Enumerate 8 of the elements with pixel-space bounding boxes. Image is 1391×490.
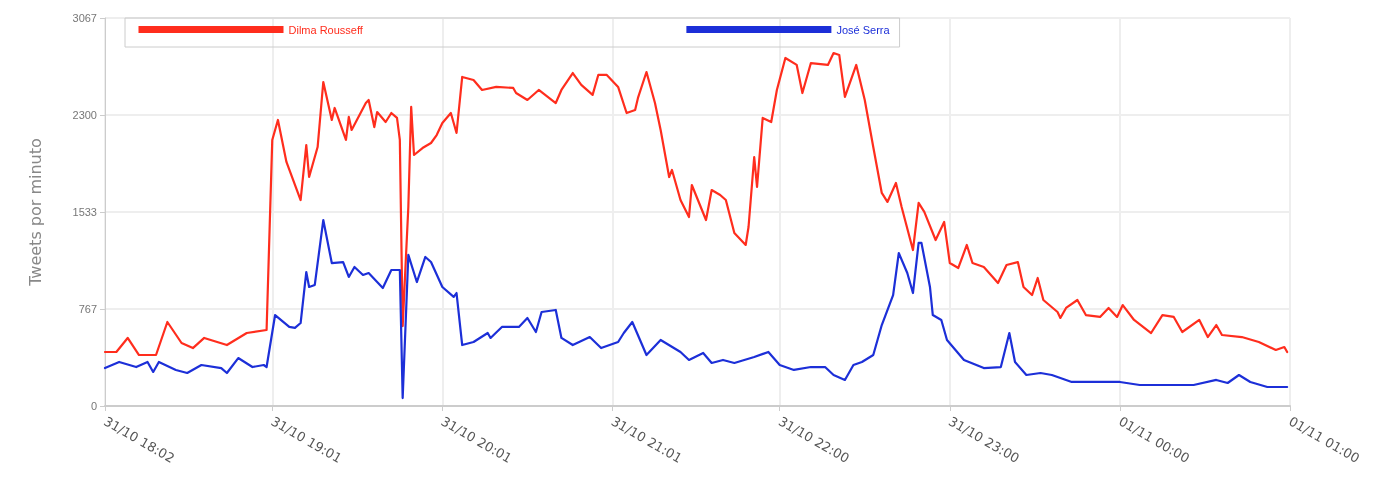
text: Dilma Rousseff (288, 23, 364, 36)
y-axis-title: Tweets por minuto (25, 138, 45, 287)
y-tick-label: 2300 (72, 109, 97, 122)
text: José Serra (836, 23, 891, 36)
y-tick-label: 1533 (72, 206, 97, 219)
y-tick-label: 3067 (72, 12, 97, 24)
y-tick-label: 767 (78, 302, 97, 315)
y-tick-label: 0 (90, 400, 97, 412)
